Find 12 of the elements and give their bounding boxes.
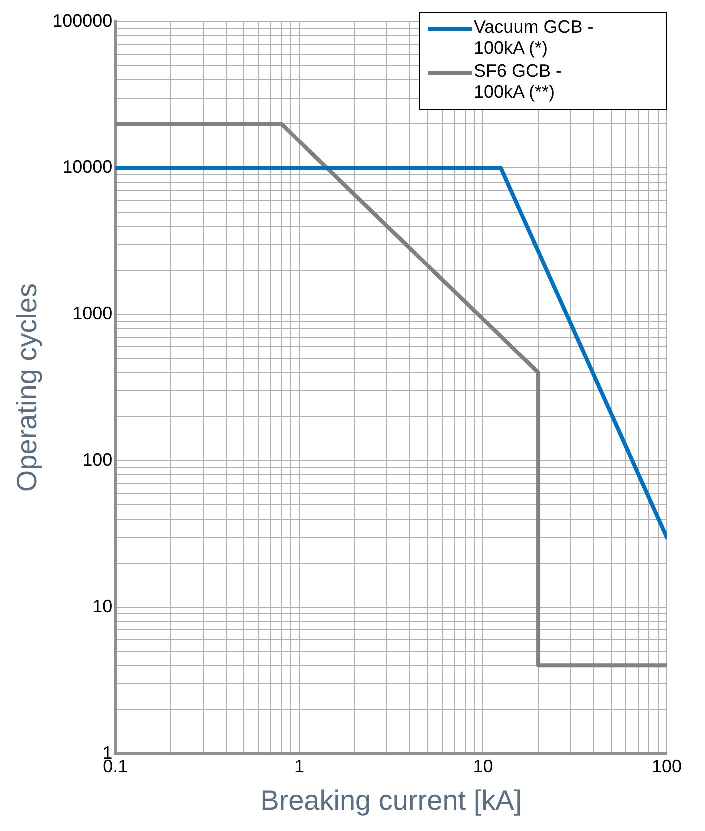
legend-label: Vacuum GCB - 100kA (*)	[474, 17, 595, 59]
y-axis-title: Operating cycles	[12, 284, 43, 492]
legend-label: SF6 GCB - 100kA (**)	[474, 61, 564, 103]
y-tick-label: 10000	[62, 157, 113, 178]
y-tick-label: 100000	[52, 10, 113, 31]
x-tick-label: 100	[652, 756, 682, 777]
x-tick-label: 1	[294, 756, 304, 777]
x-tick-label: 10	[473, 756, 494, 777]
y-tick-label: 10	[92, 596, 113, 616]
y-tick-label: 100	[82, 450, 113, 470]
x-axis-title: Breaking current [kA]	[260, 784, 522, 816]
y-tick-label: 1000	[72, 304, 113, 324]
